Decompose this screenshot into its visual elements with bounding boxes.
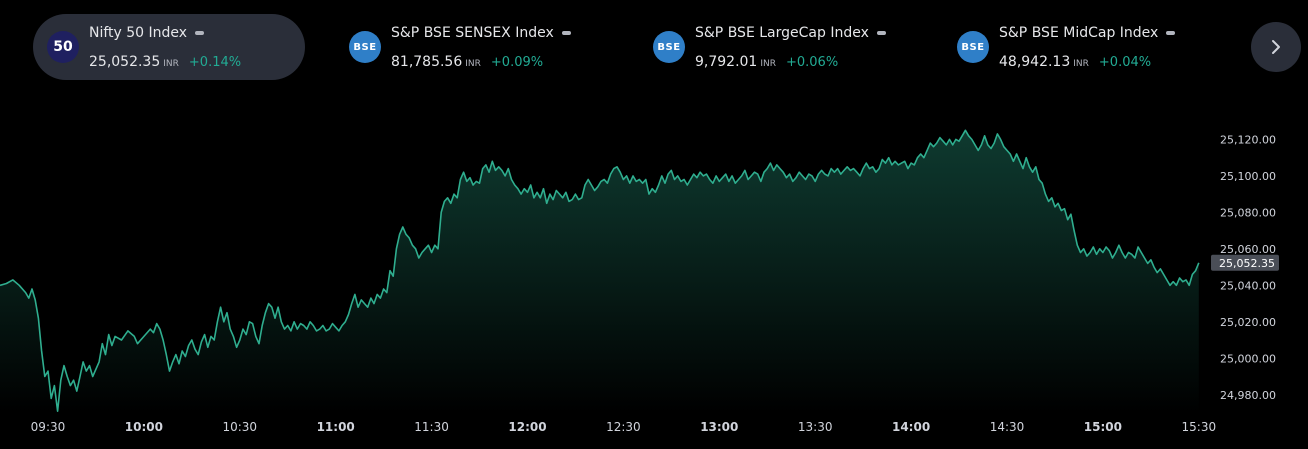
y-axis: 24,980.00 25,000.00 25,020.00 25,040.00 25,0… [1220,133,1276,401]
x-tick-label: 15:30 [1182,420,1217,434]
y-tick-label: 25,080.00 [1220,206,1276,219]
ticker-currency: INR [760,59,776,69]
y-tick-label: 25,060.00 [1220,243,1276,256]
x-tick-label: 15:00 [1084,420,1122,434]
x-tick-label: 14:00 [892,420,930,434]
ticker-change: +0.04% [1098,55,1152,70]
ticker-price: 25,052.35 [89,54,161,70]
ticker-price: 81,785.56 [391,54,463,70]
y-tick-label: 24,980.00 [1220,389,1276,402]
ticker-price-row: 48,942.13 INR +0.04% [999,51,1151,70]
y-tick-label: 25,040.00 [1220,279,1276,292]
ticker-name: S&P BSE LargeCap Index [695,25,886,41]
dash-icon [1166,31,1176,35]
ticker-name: S&P BSE MidCap Index [999,25,1176,41]
price-line [0,129,1200,412]
ticker-nifty-50[interactable]: 50 Nifty 50 Index 25,052.35 INR +0.14% [33,14,305,80]
ticker-currency: INR [465,59,481,69]
ticker-bse-sensex[interactable]: BSE S&P BSE SENSEX Index 81,785.56 INR +0.… [335,14,625,80]
nifty-50-logo-icon: 50 [47,31,79,63]
x-tick-label: 11:30 [414,420,449,434]
ticker-price: 9,792.01 [695,54,758,70]
x-tick-label: 13:30 [798,420,833,434]
price-chart[interactable]: 24,980.00 25,000.00 25,020.00 25,040.00 25,0… [0,95,1308,449]
x-tick-label: 10:00 [125,420,163,434]
ticker-bse-largecap[interactable]: BSE S&P BSE LargeCap Index 9,792.01 INR +0… [639,14,929,80]
ticker-name: S&P BSE SENSEX Index [391,25,571,41]
x-tick-label: 13:00 [700,420,738,434]
ticker-currency: INR [163,59,179,69]
ticker-bse-midcap[interactable]: BSE S&P BSE MidCap Index 48,942.13 INR +0.… [943,14,1233,80]
bse-logo-icon: BSE [349,31,381,63]
ticker-change: +0.06% [785,55,839,70]
last-price-label-bg [1211,254,1279,271]
dash-icon [195,31,205,35]
y-tick-label: 25,020.00 [1220,316,1276,329]
x-axis: 09:30 10:00 10:30 11:00 11:30 12:00 12:30 13:00… [31,420,1216,434]
x-tick-label: 09:30 [31,420,66,434]
chevron-right-icon [1272,40,1280,54]
ticker-price: 48,942.13 [999,54,1071,70]
last-price-value: 25,052.35 [1219,257,1275,270]
ticker-name: Nifty 50 Index [89,25,205,41]
bse-logo-icon: BSE [653,31,685,63]
x-tick-label: 10:30 [222,420,257,434]
price-area-fill [0,130,1199,414]
ticker-price-row: 9,792.01 INR +0.06% [695,51,838,70]
ticker-price-row: 81,785.56 INR +0.09% [391,51,543,70]
ticker-currency: INR [1073,59,1089,69]
ticker-bar: 50 Nifty 50 Index 25,052.35 INR +0.14% BSE… [0,0,1308,95]
y-tick-label: 25,120.00 [1220,133,1276,146]
dash-icon [876,31,886,35]
last-price-label: 25,052.35 [1211,254,1279,271]
x-tick-label: 14:30 [990,420,1025,434]
y-tick-label: 25,000.00 [1220,352,1276,365]
ticker-change: +0.14% [188,55,242,70]
x-tick-label: 11:00 [317,420,355,434]
x-tick-label: 12:30 [606,420,641,434]
bse-logo-icon: BSE [957,31,989,63]
ticker-change: +0.09% [490,55,544,70]
ticker-price-row: 25,052.35 INR +0.14% [89,51,241,70]
next-ticker-button[interactable] [1251,22,1301,72]
dash-icon [561,31,571,35]
x-tick-label: 12:00 [508,420,546,434]
y-tick-label: 25,100.00 [1220,170,1276,183]
